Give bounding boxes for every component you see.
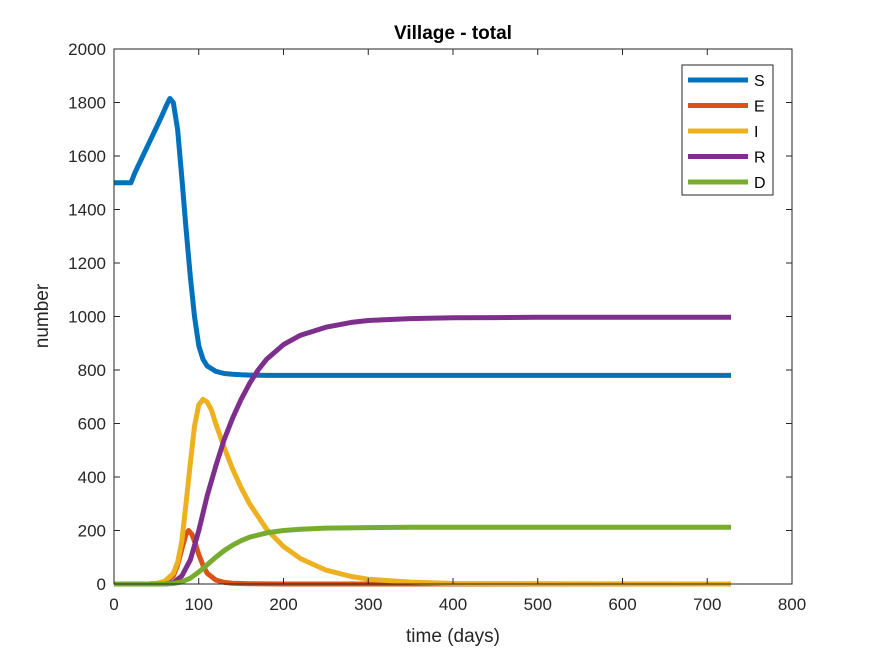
y-tick-label: 0 — [97, 575, 106, 594]
series-line-d — [114, 524, 731, 587]
y-tick-label: 1600 — [68, 147, 106, 166]
legend-label-e: E — [754, 99, 765, 116]
legend-label-d: D — [754, 175, 766, 192]
x-tick-label: 700 — [693, 595, 721, 614]
series-line-i — [114, 396, 732, 587]
legend-label-r: R — [754, 150, 766, 167]
series-line-r — [114, 314, 731, 587]
y-tick-label: 1800 — [68, 94, 106, 113]
y-tick-label: 800 — [78, 361, 106, 380]
x-tick-label: 500 — [524, 595, 552, 614]
y-tick-label: 1200 — [68, 254, 106, 273]
x-tick-label: 800 — [778, 595, 806, 614]
series-lines — [114, 96, 732, 587]
y-tick-label: 2000 — [68, 40, 106, 59]
y-tick-labels: 0 200 400 600 800 1000 1200 1400 1600 1800 2000 — [68, 40, 106, 594]
x-tick-label: 0 — [109, 595, 118, 614]
legend-label-s: S — [754, 73, 765, 90]
y-tick-label: 200 — [78, 522, 106, 541]
x-tick-label: 600 — [608, 595, 636, 614]
axis-ticks — [113, 48, 793, 585]
y-tick-label: 400 — [78, 468, 106, 487]
x-axis-label: time (days) — [406, 626, 500, 647]
legend-label-i: I — [754, 124, 758, 141]
x-tick-label: 400 — [439, 595, 467, 614]
y-axis-label: number — [32, 283, 53, 348]
y-tick-label: 1400 — [68, 201, 106, 220]
x-tick-label: 300 — [354, 595, 382, 614]
y-tick-label: 1000 — [68, 308, 106, 327]
x-tick-label: 200 — [269, 595, 297, 614]
chart-title: Village - total — [394, 23, 512, 44]
series-line-s — [114, 96, 731, 378]
x-tick-labels: 0 100 200 300 400 500 600 700 800 — [109, 595, 806, 614]
y-tick-label: 600 — [78, 415, 106, 434]
x-tick-label: 100 — [185, 595, 213, 614]
